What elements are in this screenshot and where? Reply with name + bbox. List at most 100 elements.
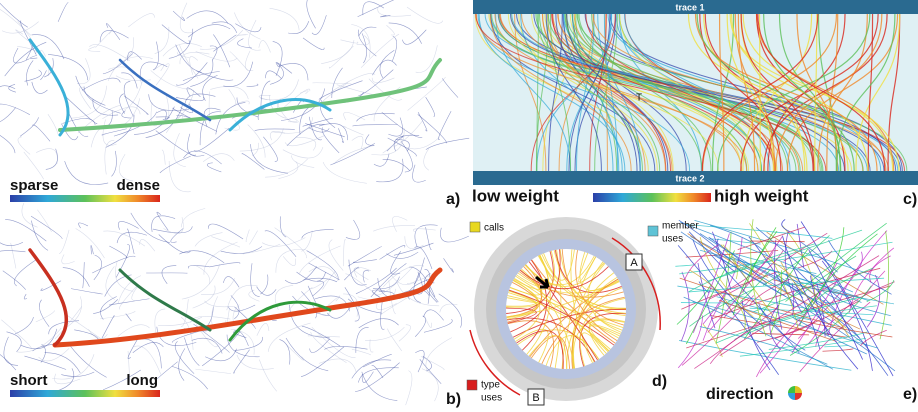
edge xyxy=(310,339,330,353)
legend-low: sparse xyxy=(10,177,58,194)
edge xyxy=(163,43,202,56)
edge xyxy=(823,349,854,352)
edge xyxy=(32,82,48,94)
edge xyxy=(283,256,296,265)
edge xyxy=(273,41,282,75)
edge xyxy=(234,350,250,374)
edge xyxy=(20,117,39,136)
edge xyxy=(340,40,357,43)
edge xyxy=(94,255,102,280)
legend-swatch xyxy=(648,226,658,236)
edge xyxy=(24,294,27,299)
edge xyxy=(7,332,22,352)
marker-label: T xyxy=(636,93,642,104)
edge xyxy=(200,30,243,49)
edge xyxy=(303,38,324,50)
edge xyxy=(115,261,133,291)
edge xyxy=(235,337,263,351)
edge xyxy=(125,37,134,57)
legend-text: type xyxy=(481,380,500,391)
edge xyxy=(2,22,39,34)
edge xyxy=(71,289,102,294)
edge xyxy=(0,104,30,115)
edge xyxy=(109,246,127,258)
edge xyxy=(121,73,137,89)
edge xyxy=(348,246,382,266)
wheel xyxy=(795,386,802,393)
edge xyxy=(11,243,16,268)
wheel xyxy=(795,393,802,400)
edge xyxy=(92,256,135,273)
legend-text: uses xyxy=(481,393,502,404)
edge xyxy=(278,161,298,178)
edge xyxy=(374,154,389,167)
edge xyxy=(372,365,383,378)
edge xyxy=(358,368,398,383)
legend-text: uses xyxy=(662,234,683,245)
edge xyxy=(190,56,198,74)
edge xyxy=(106,266,115,299)
edge xyxy=(324,346,367,349)
edge xyxy=(344,239,346,266)
edge xyxy=(184,337,199,365)
edge xyxy=(119,94,124,114)
edge xyxy=(399,325,411,342)
edge xyxy=(0,0,28,27)
edge xyxy=(0,345,16,370)
edge xyxy=(375,268,412,295)
panel-label: d) xyxy=(652,373,667,390)
edge xyxy=(346,220,360,239)
legend-high: high weight xyxy=(714,186,809,205)
edge xyxy=(175,341,194,373)
edge xyxy=(259,360,276,392)
edge xyxy=(438,111,451,140)
edge xyxy=(760,14,761,171)
edge xyxy=(322,128,339,153)
edge xyxy=(45,353,81,373)
panel-label: b) xyxy=(446,391,461,408)
edge xyxy=(386,25,394,35)
edge xyxy=(793,317,867,354)
edge xyxy=(260,275,268,295)
edge xyxy=(352,360,391,379)
edge xyxy=(182,208,206,227)
edge xyxy=(237,355,274,369)
bundle xyxy=(55,270,440,345)
edge xyxy=(223,277,239,288)
edge xyxy=(77,58,90,84)
edge xyxy=(32,125,50,141)
edge xyxy=(162,266,176,284)
edge xyxy=(203,154,234,162)
edge xyxy=(353,124,398,126)
edge xyxy=(255,129,295,131)
edge xyxy=(9,84,16,92)
edge xyxy=(307,251,339,281)
edge xyxy=(174,133,186,167)
edge xyxy=(285,136,324,146)
edge xyxy=(380,50,394,78)
edge xyxy=(0,7,31,35)
edge xyxy=(392,36,396,61)
edge xyxy=(262,238,305,247)
edge xyxy=(424,148,429,170)
edge xyxy=(194,128,229,151)
edge xyxy=(117,232,147,243)
edge xyxy=(415,225,438,247)
edge xyxy=(808,322,821,344)
edge xyxy=(366,134,375,145)
edge xyxy=(323,162,367,183)
edge xyxy=(154,64,164,71)
edge xyxy=(406,371,412,405)
edge xyxy=(750,241,805,242)
edge xyxy=(48,114,58,135)
edge xyxy=(171,228,184,242)
edge xyxy=(155,27,169,54)
edge xyxy=(246,230,249,242)
edge xyxy=(20,21,36,55)
legend-text: calls xyxy=(484,223,504,234)
edge xyxy=(91,245,94,254)
edge xyxy=(418,112,427,131)
edge xyxy=(24,356,66,369)
edge xyxy=(0,86,15,104)
edge xyxy=(352,349,371,355)
